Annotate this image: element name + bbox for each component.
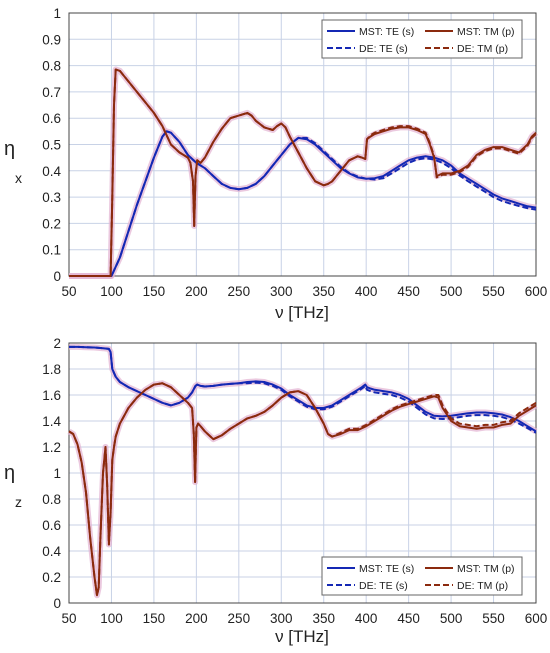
y-tick-label: 0.6	[42, 111, 61, 126]
y-tick-label: 1	[53, 466, 61, 481]
series-line-de-tm-p-	[68, 382, 537, 597]
x-tick-label: 500	[440, 611, 463, 626]
y-tick-label: 1	[53, 6, 61, 21]
y-tick-label: 0.7	[42, 85, 61, 100]
legend-label: DE: TE (s)	[359, 580, 408, 592]
x-tick-label: 50	[61, 284, 76, 299]
x-tick-label: 100	[100, 284, 123, 299]
y-tick-label: 0	[53, 596, 61, 611]
y-tick-label: 0.1	[42, 243, 61, 258]
x-tick-label: 550	[482, 284, 505, 299]
x-tick-label: 100	[100, 611, 123, 626]
x-tick-label: 500	[440, 284, 463, 299]
y-tick-label: 0.4	[42, 544, 61, 559]
x-axis-label: ν [THz]	[275, 303, 329, 322]
y-tick-label: 0.5	[42, 138, 61, 153]
x-tick-label: 300	[270, 611, 293, 626]
chart-eta-z: η z ν [THz] 50 100 150 200 250 300 350 400 450 50…	[4, 336, 547, 646]
x-tick-label: 550	[482, 611, 505, 626]
y-tick-label: 1.8	[42, 362, 61, 377]
y-tick-label: 0.3	[42, 190, 61, 205]
x-tick-label: 600	[525, 611, 548, 626]
y-tick-label: 1.2	[42, 440, 61, 455]
y-tick-label: 0.4	[42, 164, 61, 179]
legend-label: DE: TM (p)	[457, 580, 508, 592]
x-tick-label: 200	[185, 284, 208, 299]
y-tick-label: 0.8	[42, 492, 61, 507]
x-tick-label: 250	[228, 284, 251, 299]
plot-frame	[68, 342, 537, 604]
x-tick-label: 150	[143, 611, 166, 626]
y-tick-label: 0.2	[42, 216, 61, 231]
y-axis-label-sub: x	[15, 170, 22, 186]
legend-label: MST: TE (s)	[359, 26, 414, 38]
legend-label: MST: TM (p)	[457, 26, 515, 38]
y-tick-label: 2	[53, 336, 61, 351]
legend-label: DE: TM (p)	[457, 43, 508, 55]
y-tick-label: 0.2	[42, 570, 61, 585]
y-tick-label: 1.6	[42, 388, 61, 403]
chart-eta-x: η x ν [THz] 50 100 150 200 250 300 350 400 450 50…	[4, 6, 547, 322]
legend-label: DE: TE (s)	[359, 43, 408, 55]
x-tick-label: 450	[397, 611, 420, 626]
series-line-mst-tm-p-	[69, 68, 537, 277]
x-tick-label: 150	[143, 284, 166, 299]
y-tick-label: 0	[53, 269, 61, 284]
x-tick-label: 400	[355, 284, 378, 299]
x-tick-label: 400	[355, 611, 378, 626]
x-tick-label: 600	[525, 284, 548, 299]
series-glow	[69, 128, 537, 279]
x-tick-label: 250	[228, 611, 251, 626]
series-glow	[69, 343, 538, 434]
x-axis-label: ν [THz]	[275, 627, 329, 646]
x-tick-label: 450	[397, 284, 420, 299]
legend-label: MST: TM (p)	[457, 563, 515, 575]
x-tick-label: 200	[185, 611, 208, 626]
legend-box	[321, 556, 523, 596]
series-glow	[69, 66, 539, 279]
plot-frame	[68, 12, 537, 277]
series-line-de-tm-p-	[69, 68, 537, 277]
x-tick-label: 350	[312, 611, 335, 626]
x-tick-label: 350	[312, 284, 335, 299]
y-tick-label: 0.8	[42, 59, 61, 74]
x-tick-label: 50	[61, 611, 76, 626]
y-tick-label: 0.9	[42, 32, 61, 47]
y-axis-label-sub: z	[15, 494, 22, 510]
y-tick-label: 1.4	[42, 414, 61, 429]
y-axis-label-main: η	[4, 462, 15, 484]
legend-label: MST: TE (s)	[359, 563, 414, 575]
legend-box	[321, 19, 523, 59]
series-line-de-te-s-	[69, 130, 537, 277]
series-line-de-te-s-	[69, 345, 537, 434]
y-tick-label: 0.6	[42, 518, 61, 533]
x-tick-label: 300	[270, 284, 293, 299]
y-axis-label-main: η	[4, 138, 15, 160]
